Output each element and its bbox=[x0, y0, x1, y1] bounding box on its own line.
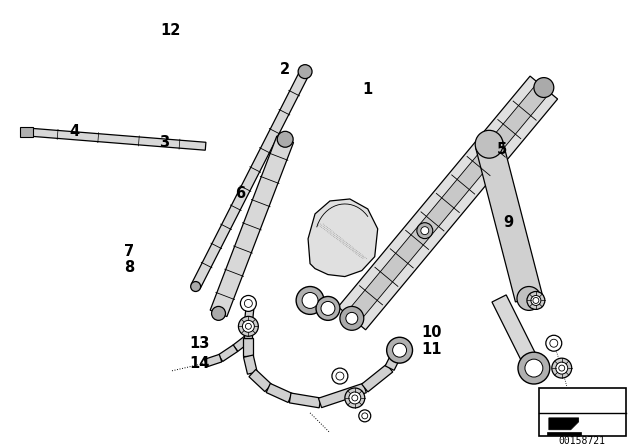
Polygon shape bbox=[249, 370, 271, 392]
Circle shape bbox=[546, 335, 562, 351]
Polygon shape bbox=[346, 82, 550, 323]
Text: 5: 5 bbox=[497, 142, 507, 157]
Text: 4: 4 bbox=[70, 124, 80, 139]
Polygon shape bbox=[289, 393, 321, 408]
Circle shape bbox=[559, 365, 564, 371]
Polygon shape bbox=[191, 69, 310, 289]
Circle shape bbox=[527, 292, 545, 310]
Circle shape bbox=[245, 323, 252, 329]
Circle shape bbox=[340, 306, 364, 330]
Circle shape bbox=[387, 337, 413, 363]
Polygon shape bbox=[319, 383, 366, 408]
Circle shape bbox=[191, 281, 200, 292]
Polygon shape bbox=[338, 76, 557, 330]
Polygon shape bbox=[244, 355, 257, 374]
Circle shape bbox=[533, 297, 539, 303]
Polygon shape bbox=[549, 418, 579, 430]
Circle shape bbox=[241, 296, 257, 311]
Polygon shape bbox=[492, 295, 541, 372]
Circle shape bbox=[352, 395, 358, 401]
Polygon shape bbox=[204, 354, 222, 367]
Circle shape bbox=[244, 299, 252, 307]
Text: 7: 7 bbox=[124, 244, 134, 259]
Circle shape bbox=[243, 320, 254, 332]
Circle shape bbox=[517, 287, 541, 310]
Polygon shape bbox=[31, 128, 206, 150]
Circle shape bbox=[552, 358, 572, 378]
Circle shape bbox=[302, 293, 318, 308]
Circle shape bbox=[212, 306, 225, 320]
Polygon shape bbox=[218, 345, 237, 362]
Circle shape bbox=[550, 339, 558, 347]
Circle shape bbox=[336, 372, 344, 380]
Text: 14: 14 bbox=[189, 356, 209, 371]
Text: 2: 2 bbox=[280, 61, 290, 77]
Text: 12: 12 bbox=[160, 23, 180, 38]
Text: 13: 13 bbox=[189, 336, 209, 351]
Polygon shape bbox=[244, 323, 252, 338]
Polygon shape bbox=[476, 141, 543, 302]
Circle shape bbox=[332, 368, 348, 384]
Text: 3: 3 bbox=[159, 135, 169, 150]
Polygon shape bbox=[20, 127, 33, 137]
Circle shape bbox=[359, 410, 371, 422]
Text: 00158721: 00158721 bbox=[558, 436, 605, 446]
Circle shape bbox=[518, 352, 550, 384]
Polygon shape bbox=[385, 346, 404, 370]
Text: 1: 1 bbox=[363, 82, 373, 97]
Circle shape bbox=[392, 343, 406, 357]
Circle shape bbox=[531, 296, 541, 306]
Polygon shape bbox=[266, 383, 292, 402]
Circle shape bbox=[298, 65, 312, 78]
Polygon shape bbox=[362, 364, 393, 392]
Text: 8: 8 bbox=[124, 260, 134, 275]
Polygon shape bbox=[244, 303, 254, 324]
Circle shape bbox=[421, 227, 429, 235]
Circle shape bbox=[349, 392, 361, 404]
Polygon shape bbox=[243, 338, 253, 356]
Circle shape bbox=[475, 130, 503, 158]
Circle shape bbox=[534, 78, 554, 98]
Bar bbox=[539, 388, 627, 436]
Circle shape bbox=[417, 223, 433, 239]
Circle shape bbox=[362, 413, 368, 419]
Circle shape bbox=[277, 131, 293, 147]
Text: 6: 6 bbox=[236, 186, 246, 202]
Circle shape bbox=[321, 302, 335, 315]
Polygon shape bbox=[233, 335, 251, 351]
Polygon shape bbox=[308, 199, 378, 276]
Circle shape bbox=[296, 287, 324, 314]
Circle shape bbox=[316, 297, 340, 320]
Text: 11: 11 bbox=[421, 342, 442, 358]
Circle shape bbox=[346, 312, 358, 324]
Text: 9: 9 bbox=[503, 215, 513, 230]
Polygon shape bbox=[210, 136, 294, 317]
Circle shape bbox=[556, 362, 568, 374]
Polygon shape bbox=[547, 432, 580, 435]
Text: 10: 10 bbox=[421, 324, 442, 340]
Circle shape bbox=[239, 316, 259, 336]
Circle shape bbox=[345, 388, 365, 408]
Circle shape bbox=[525, 359, 543, 377]
